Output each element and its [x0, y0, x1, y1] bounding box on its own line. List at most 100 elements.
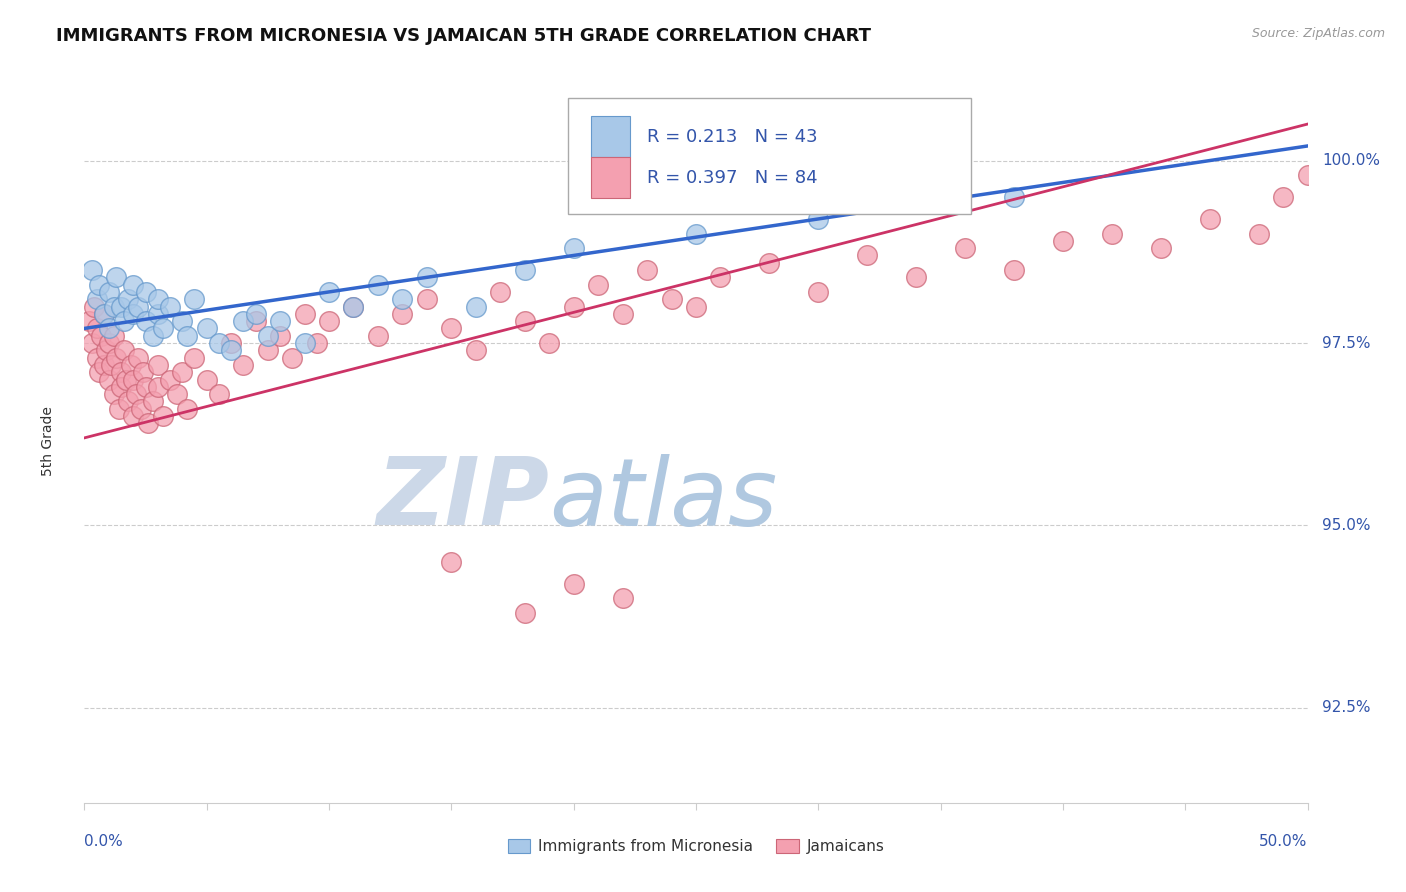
Point [135, 314, 157, 328]
Text: 5th Grade: 5th Grade [41, 407, 55, 476]
Point [159, 300, 181, 314]
Point [318, 314, 340, 328]
Point [391, 292, 413, 306]
Point [172, 314, 194, 328]
Text: 100.0%: 100.0% [1322, 153, 1381, 168]
Point [1002, 190, 1025, 204]
Point [135, 285, 157, 299]
Point [219, 336, 242, 351]
Point [183, 292, 205, 306]
Point [586, 277, 609, 292]
Point [257, 343, 280, 358]
Point [195, 321, 218, 335]
Point [416, 270, 439, 285]
Point [93, 307, 115, 321]
Point [342, 300, 364, 314]
Point [195, 372, 218, 386]
Point [294, 307, 316, 321]
Text: R = 0.213   N = 43: R = 0.213 N = 43 [647, 128, 818, 145]
Point [122, 409, 145, 423]
Point [1198, 211, 1220, 226]
Point [142, 328, 165, 343]
Point [1101, 227, 1123, 241]
Point [152, 321, 174, 335]
Point [90, 328, 112, 343]
Point [127, 351, 149, 365]
Point [391, 307, 413, 321]
Text: IMMIGRANTS FROM MICRONESIA VS JAMAICAN 5TH GRADE CORRELATION CHART: IMMIGRANTS FROM MICRONESIA VS JAMAICAN 5… [56, 27, 872, 45]
Point [97, 321, 120, 335]
Point [152, 409, 174, 423]
Point [440, 321, 463, 335]
Point [856, 248, 879, 262]
Text: Source: ZipAtlas.com: Source: ZipAtlas.com [1251, 27, 1385, 40]
Point [105, 270, 128, 285]
Point [159, 372, 181, 386]
Point [120, 358, 142, 372]
Point [905, 270, 928, 285]
Point [318, 285, 340, 299]
Point [636, 263, 658, 277]
Point [117, 394, 139, 409]
Point [86, 292, 108, 306]
FancyBboxPatch shape [591, 116, 630, 157]
Point [232, 314, 254, 328]
Point [464, 343, 486, 358]
Point [135, 380, 157, 394]
Point [96, 343, 118, 358]
Point [1150, 241, 1173, 255]
Point [416, 292, 439, 306]
Point [245, 314, 267, 328]
Point [1052, 234, 1074, 248]
Point [125, 387, 148, 401]
Point [172, 365, 194, 379]
Point [208, 336, 231, 351]
Point [97, 285, 120, 299]
Point [1272, 190, 1295, 204]
Point [269, 314, 291, 328]
Point [103, 328, 125, 343]
Point [127, 300, 149, 314]
Point [122, 307, 145, 321]
Point [97, 372, 120, 386]
Point [80, 263, 103, 277]
Point [77, 314, 100, 328]
Point [136, 417, 159, 431]
Point [953, 241, 976, 255]
Point [122, 372, 145, 386]
Point [93, 307, 115, 321]
Point [87, 365, 110, 379]
Point [758, 256, 780, 270]
Point [142, 394, 165, 409]
Point [166, 387, 188, 401]
FancyBboxPatch shape [591, 157, 630, 198]
Point [97, 336, 120, 351]
Point [112, 343, 135, 358]
Point [146, 307, 169, 321]
Point [281, 351, 304, 365]
Point [1002, 263, 1025, 277]
Point [513, 606, 536, 620]
Point [93, 358, 115, 372]
Point [103, 300, 125, 314]
Point [367, 328, 389, 343]
Text: 0.0%: 0.0% [84, 834, 124, 849]
Point [86, 351, 108, 365]
Text: atlas: atlas [550, 454, 778, 545]
Point [112, 314, 135, 328]
Point [176, 401, 198, 416]
Point [440, 555, 463, 569]
Point [110, 300, 132, 314]
Point [612, 307, 634, 321]
Point [87, 277, 110, 292]
Point [110, 380, 132, 394]
Point [232, 358, 254, 372]
Text: 97.5%: 97.5% [1322, 335, 1371, 351]
Point [1247, 227, 1270, 241]
FancyBboxPatch shape [568, 98, 972, 214]
Legend: Immigrants from Micronesia, Jamaicans: Immigrants from Micronesia, Jamaicans [502, 833, 890, 860]
Point [83, 300, 105, 314]
Point [183, 351, 205, 365]
Point [294, 336, 316, 351]
Point [342, 300, 364, 314]
